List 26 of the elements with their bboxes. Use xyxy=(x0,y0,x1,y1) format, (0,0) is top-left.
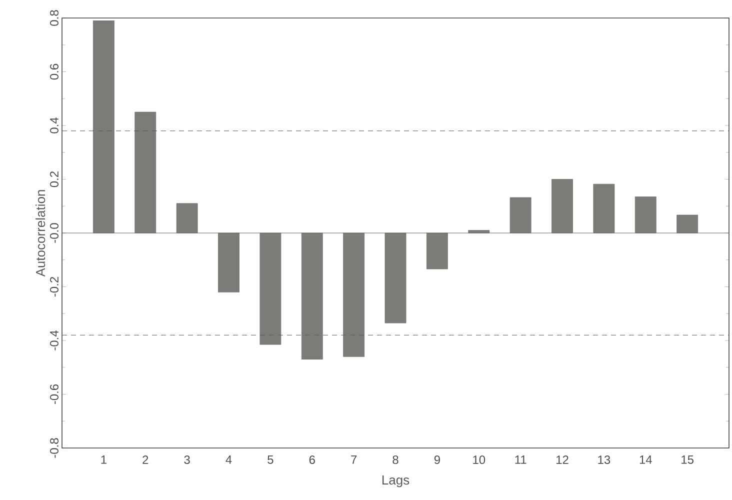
x-tick-label: 11 xyxy=(515,456,526,464)
x-tick-label: 7 xyxy=(351,456,357,464)
x-tick-label: 5 xyxy=(268,456,274,464)
y-tick-label: 0.8 xyxy=(50,10,58,26)
x-tick-label: 15 xyxy=(682,456,694,464)
y-axis-title: Autocorrelation xyxy=(36,190,46,277)
x-tick-label: 1 xyxy=(101,456,106,464)
x-tick-label: 6 xyxy=(309,456,315,464)
x-tick-label: 10 xyxy=(473,456,486,464)
x-tick-label: 2 xyxy=(142,456,148,464)
y-tick-label: 0.4 xyxy=(50,118,58,134)
y-tick-label: -0.8 xyxy=(50,438,58,458)
y-tick-label: 0.2 xyxy=(50,172,58,188)
x-tick-label: 3 xyxy=(184,456,190,464)
x-tick-label: 8 xyxy=(392,456,398,464)
x-tick-label: 9 xyxy=(434,456,440,464)
y-tick-label: -0.0 xyxy=(50,223,58,243)
x-axis-title: Lags xyxy=(382,476,410,488)
y-tick-label: -0.6 xyxy=(50,384,58,404)
x-tick-label: 4 xyxy=(226,456,232,464)
x-tick-label: 13 xyxy=(598,456,610,464)
x-tick-label: 14 xyxy=(640,456,652,464)
y-tick-label: 0.6 xyxy=(50,64,58,80)
x-tick-label: 12 xyxy=(556,456,568,464)
y-tick-label: -0.4 xyxy=(50,330,58,350)
y-tick-label: -0.2 xyxy=(50,277,58,297)
